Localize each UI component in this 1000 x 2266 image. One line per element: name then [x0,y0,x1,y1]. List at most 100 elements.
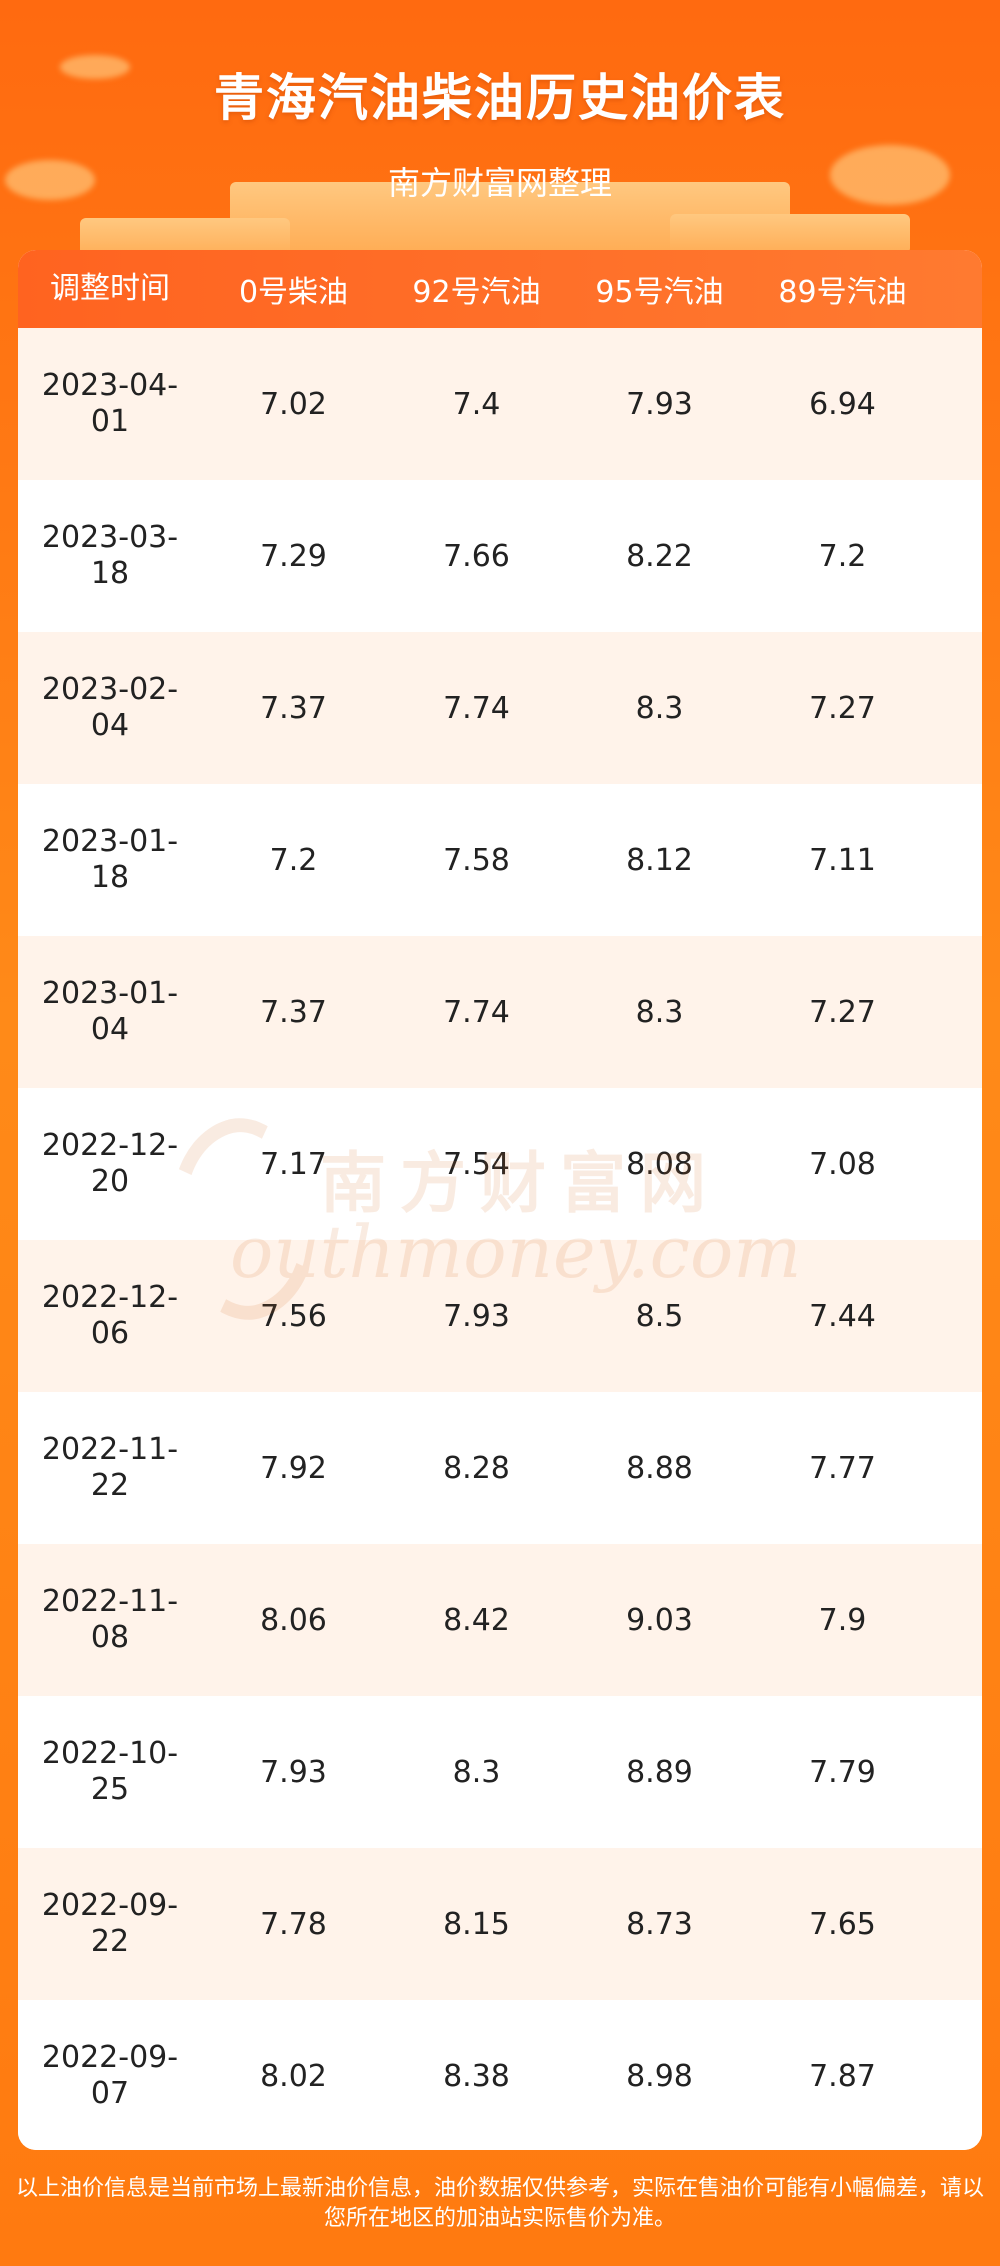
cell-gasoline-95: 8.89 [626,1754,693,1790]
cell-date: 2022-11- 08 [18,1584,202,1656]
table-row: 2023-02- 04 7.37 7.74 8.3 7.27 [18,632,982,784]
column-header-gasoline-89: 89号汽油 [778,275,907,310]
cell-gasoline-92: 8.15 [443,1906,510,1942]
decor-cloud [5,160,95,200]
date-line: 2022-10- [41,1736,179,1771]
table-row: 2023-04- 01 7.02 7.4 7.93 6.94 [18,328,982,480]
cell-diesel-0: 7.93 [260,1754,327,1790]
cell-date: 2023-01- 18 [18,824,202,896]
disclaimer: 以上油价信息是当前市场上最新油价信息，油价数据仅供参考，实际在售油价可能有小幅偏… [15,2176,984,2231]
decor-platform [670,214,910,250]
cell-diesel-0: 7.37 [260,994,327,1030]
table-row: 2022-11- 08 8.06 8.42 9.03 7.9 [18,1544,982,1696]
date-line: 06 [90,1316,130,1351]
date-line: 07 [90,2076,130,2111]
cell-date: 2022-11- 22 [18,1432,202,1504]
cell-date: 2022-10- 25 [18,1736,202,1808]
decor-cloud [830,145,950,205]
column-header-gasoline-92: 92号汽油 [412,275,541,310]
date-line: 18 [90,556,130,591]
date-line: 08 [90,1620,130,1655]
cell-gasoline-89: 7.27 [809,994,876,1030]
cell-gasoline-95: 8.12 [626,842,693,878]
column-header-diesel-0: 0号柴油 [238,275,349,310]
cell-gasoline-89: 7.77 [809,1450,876,1486]
cell-gasoline-89: 7.11 [809,842,876,878]
cell-gasoline-92: 8.28 [443,1450,510,1486]
cell-gasoline-92: 7.74 [443,994,510,1030]
cell-gasoline-92: 7.4 [452,386,501,422]
cell-gasoline-89: 7.44 [809,1298,876,1334]
cell-gasoline-95: 8.5 [635,1298,684,1334]
date-line: 22 [90,1468,130,1503]
cell-date: 2022-12- 06 [18,1280,202,1352]
date-line: 2022-12- [41,1280,179,1315]
table-row: 2022-09- 07 8.02 8.38 8.98 7.87 [18,2000,982,2150]
cell-gasoline-89: 7.79 [809,1754,876,1790]
cell-gasoline-92: 7.54 [443,1146,510,1182]
cell-gasoline-95: 8.3 [635,994,684,1030]
cell-date: 2023-03- 18 [18,520,202,592]
cell-gasoline-92: 8.42 [443,1602,510,1638]
cell-gasoline-89: 7.65 [809,1906,876,1942]
cell-gasoline-95: 8.08 [626,1146,693,1182]
cell-date: 2023-04- 01 [18,368,202,440]
date-line: 22 [90,1924,130,1959]
cell-gasoline-92: 8.38 [443,2058,510,2094]
cell-date: 2022-09- 07 [18,2040,202,2112]
date-line: 04 [90,708,130,743]
date-line: 2022-11- [41,1432,179,1467]
cell-gasoline-89: 7.2 [818,538,867,574]
date-line: 2023-01- [41,824,179,859]
price-table: 调整时间 0号柴油 92号汽油 95号汽油 89号汽油 2023-04- 01 7.… [18,250,982,2150]
table-row: 2023-01- 18 7.2 7.58 8.12 7.11 [18,784,982,936]
table-body: 2023-04- 01 7.02 7.4 7.93 6.94 2023-03- 18 7.29 7… [18,328,982,2150]
page-subtitle: 南方财富网整理 [387,164,612,202]
date-line: 18 [90,860,130,895]
cell-gasoline-89: 7.87 [809,2058,876,2094]
date-line: 2023-01- [41,976,179,1011]
cell-diesel-0: 7.2 [269,842,318,878]
cell-gasoline-95: 9.03 [626,1602,693,1638]
date-line: 2022-09- [41,2040,179,2075]
cell-diesel-0: 7.56 [260,1298,327,1334]
table-row: 2022-09- 22 7.78 8.15 8.73 7.65 [18,1848,982,2000]
cell-diesel-0: 7.92 [260,1450,327,1486]
date-line: 2023-03- [41,520,179,555]
date-line: 2022-09- [41,1888,179,1923]
cell-gasoline-92: 7.93 [443,1298,510,1334]
date-line: 25 [90,1772,130,1807]
table-row: 2023-03- 18 7.29 7.66 8.22 7.2 [18,480,982,632]
cell-diesel-0: 7.29 [260,538,327,574]
cell-diesel-0: 7.78 [260,1906,327,1942]
column-header-gasoline-95: 95号汽油 [595,275,724,310]
cell-gasoline-89: 7.27 [809,690,876,726]
date-line: 04 [90,1012,130,1047]
table-header: 调整时间 0号柴油 92号汽油 95号汽油 89号汽油 [18,250,982,328]
date-line: 2023-02- [41,672,179,707]
date-line: 20 [90,1164,130,1199]
cell-diesel-0: 7.02 [260,386,327,422]
cell-diesel-0: 8.06 [260,1602,327,1638]
cell-date: 2022-12- 20 [18,1128,202,1200]
cell-gasoline-95: 8.98 [626,2058,693,2094]
cell-gasoline-95: 8.73 [626,1906,693,1942]
banner: 青海汽油柴油历史油价表 南方财富网整理 [0,0,1000,250]
cell-date: 2023-01- 04 [18,976,202,1048]
cell-gasoline-89: 7.9 [818,1602,867,1638]
cell-gasoline-92: 7.58 [443,842,510,878]
date-line: 2022-11- [41,1584,179,1619]
cell-gasoline-95: 8.88 [626,1450,693,1486]
table-row: 2022-10- 25 7.93 8.3 8.89 7.79 [18,1696,982,1848]
cell-gasoline-89: 6.94 [809,386,876,422]
cell-gasoline-95: 8.22 [626,538,693,574]
table-row: 2022-12- 20 7.17 7.54 8.08 7.08 [18,1088,982,1240]
cell-gasoline-95: 7.93 [626,386,693,422]
cell-gasoline-89: 7.08 [809,1146,876,1182]
date-line: 2022-12- [41,1128,179,1163]
cell-gasoline-92: 7.66 [443,538,510,574]
cell-gasoline-95: 8.3 [635,690,684,726]
table-row: 2022-12- 06 7.56 7.93 8.5 7.44 [18,1240,982,1392]
cell-date: 2023-02- 04 [18,672,202,744]
column-header-date: 调整时间 [50,271,170,306]
